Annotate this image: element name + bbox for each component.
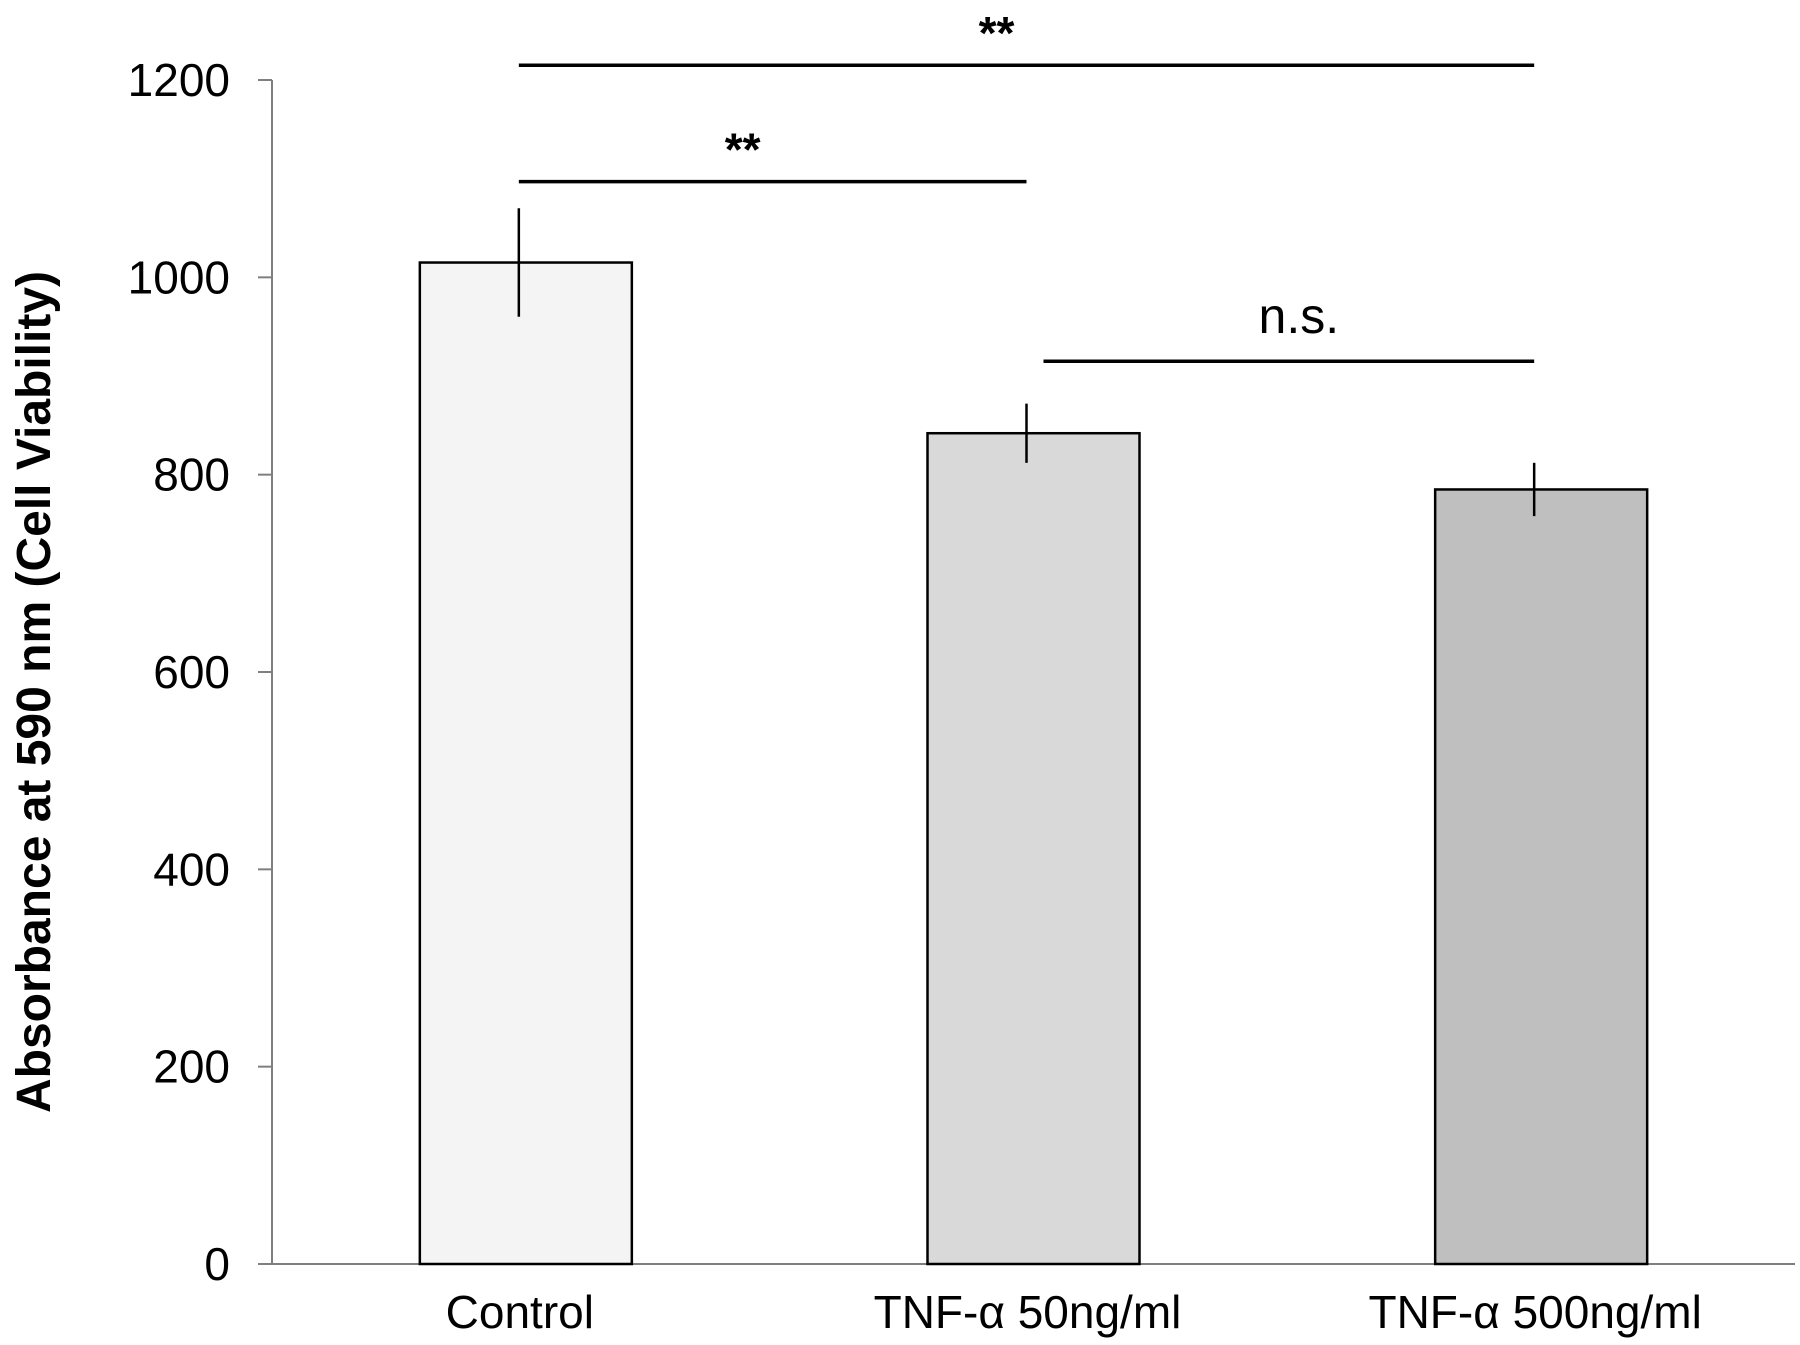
y-tick-label: 600 bbox=[153, 646, 230, 698]
significance-annotations: ** ** n.s. bbox=[518, 7, 1535, 363]
bar bbox=[418, 261, 634, 1266]
y-axis-label: Absorbance at 590 nm (Cell Viability) bbox=[8, 271, 61, 1113]
y-tick-label: 400 bbox=[153, 843, 230, 895]
y-tick-label: 1200 bbox=[128, 54, 230, 106]
significance-label: n.s. bbox=[1259, 288, 1340, 344]
significance-label: ** bbox=[725, 124, 761, 176]
bars bbox=[418, 261, 1649, 1266]
y-tick-label: 0 bbox=[204, 1238, 230, 1290]
category-label: TNF-α 50ng/ml bbox=[874, 1286, 1182, 1338]
bar bbox=[926, 431, 1141, 1266]
error-bars bbox=[517, 208, 1536, 517]
y-tick-label: 800 bbox=[153, 449, 230, 501]
significance-label: ** bbox=[979, 7, 1015, 59]
y-tick-label: 1000 bbox=[128, 251, 230, 303]
category-labels: Control TNF-α 50ng/ml TNF-α 500ng/ml bbox=[446, 1286, 1702, 1338]
y-tick-label: 200 bbox=[153, 1041, 230, 1093]
category-label: Control bbox=[446, 1286, 594, 1338]
y-ticks: 0 200 400 600 800 1000 1200 bbox=[128, 54, 272, 1290]
category-label: TNF-α 500ng/ml bbox=[1368, 1286, 1701, 1338]
bar bbox=[1433, 488, 1649, 1266]
